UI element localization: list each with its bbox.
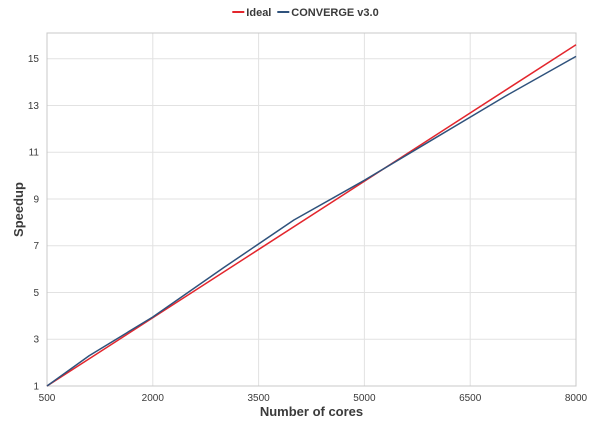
x-tick-label: 3500 bbox=[247, 393, 270, 404]
series-line-ideal bbox=[46, 44, 577, 387]
x-tick-label: 8000 bbox=[565, 393, 588, 404]
series-lines bbox=[46, 44, 577, 387]
x-tick-label: 2000 bbox=[142, 393, 165, 404]
legend-label: CONVERGE v3.0 bbox=[291, 7, 378, 19]
y-tick-label: 15 bbox=[28, 54, 40, 65]
x-tick-label: 5000 bbox=[353, 393, 376, 404]
x-tick-labels: 500 2000 3500 5000 6500 8000 bbox=[39, 393, 588, 404]
y-tick-label: 1 bbox=[33, 382, 39, 393]
y-tick-label: 3 bbox=[33, 335, 39, 346]
legend: Ideal CONVERGE v3.0 bbox=[232, 7, 379, 19]
x-tick-label: 500 bbox=[39, 393, 56, 404]
x-tick-label: 6500 bbox=[459, 393, 482, 404]
plot-frame bbox=[46, 32, 577, 387]
y-tick-label: 9 bbox=[33, 194, 39, 205]
y-axis-title: Speedup bbox=[11, 182, 26, 237]
x-axis-title: Number of cores bbox=[260, 404, 363, 419]
legend-label: Ideal bbox=[246, 7, 271, 19]
legend-item: Ideal bbox=[232, 7, 271, 19]
y-tick-label: 11 bbox=[29, 148, 40, 159]
grid bbox=[47, 33, 576, 386]
y-tick-label: 7 bbox=[33, 241, 39, 252]
legend-item: CONVERGE v3.0 bbox=[277, 7, 379, 19]
y-tick-label: 5 bbox=[33, 288, 39, 299]
y-tick-label: 13 bbox=[28, 101, 40, 112]
series-line-converge-v3-0 bbox=[46, 55, 577, 387]
